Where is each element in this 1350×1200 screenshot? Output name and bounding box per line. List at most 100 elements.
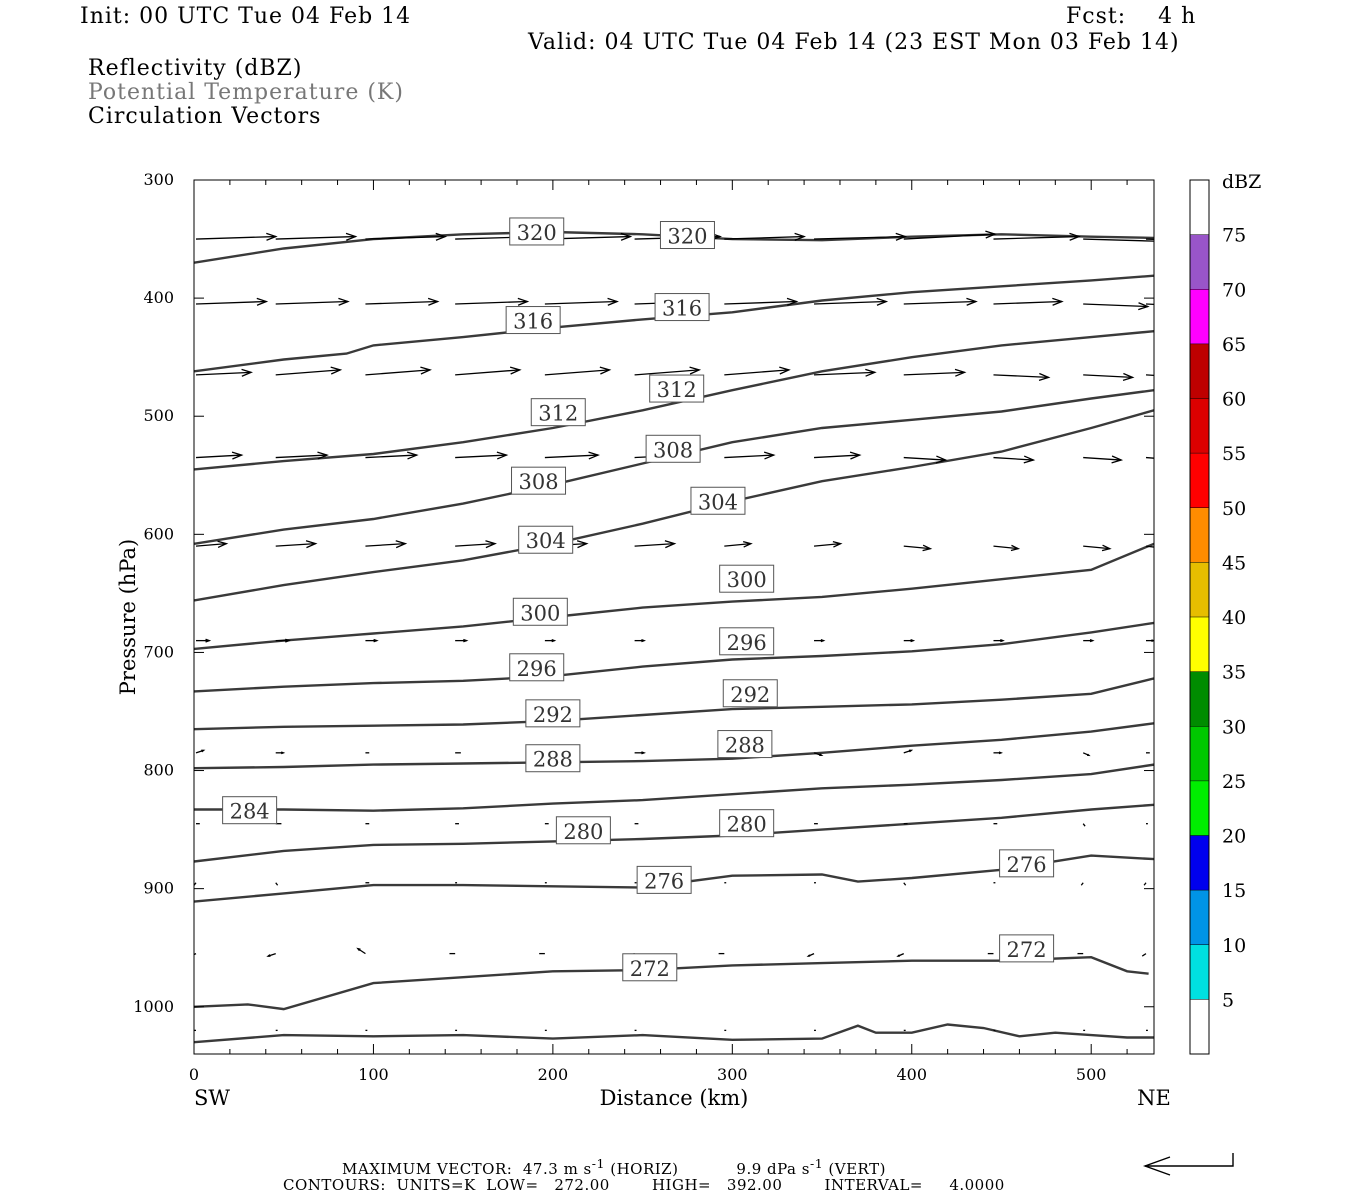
vector-shaft <box>1083 545 1110 550</box>
circulation-vector <box>356 947 366 955</box>
vector-head <box>910 639 916 643</box>
vector-shaft <box>275 300 348 305</box>
vector-head <box>1178 373 1188 380</box>
circulation-vector <box>903 749 914 754</box>
x-tick-label: 100 <box>358 1065 389 1084</box>
contour-label-text: 320 <box>517 221 557 245</box>
max-vector-label: MAXIMUM VECTOR: <box>342 1160 513 1178</box>
vector-head <box>256 297 269 306</box>
contour-label-text: 312 <box>657 378 697 402</box>
contour-label-text: 308 <box>518 470 558 494</box>
vector-head <box>641 751 646 755</box>
vector-shaft <box>1083 303 1148 308</box>
circulation-vector <box>1083 544 1112 552</box>
colorbar-level-label: 25 <box>1222 771 1246 793</box>
x-right-label: NE <box>1137 1086 1171 1110</box>
vector-shaft <box>1083 374 1133 379</box>
isentrope-268 <box>194 1023 1154 1044</box>
vector-shaft <box>1083 456 1122 461</box>
circulation-vector <box>993 751 1003 755</box>
contour-label: 292 <box>525 699 581 728</box>
isentrope-272 <box>194 955 1149 1011</box>
vector-shaft <box>903 371 965 376</box>
circulation-vector <box>544 366 612 376</box>
vector-head <box>435 232 448 241</box>
vector-shaft <box>455 542 496 547</box>
vector-shaft <box>814 235 906 240</box>
vector-shaft <box>195 454 242 459</box>
colorbar-segment <box>1190 234 1209 290</box>
contour-label-text: 276 <box>1007 853 1047 877</box>
vector-head <box>620 232 633 241</box>
contour-label: 288 <box>717 730 773 759</box>
vector-head <box>496 451 509 460</box>
vector-head <box>241 368 253 377</box>
circulation-vector <box>1082 752 1091 757</box>
circulation-vector <box>903 230 997 240</box>
y-tick-label: 900 <box>143 879 174 898</box>
vector-head <box>820 639 826 643</box>
y-tick-label: 400 <box>143 288 174 307</box>
contour-label: 296 <box>509 653 565 682</box>
vector-shaft <box>275 235 356 240</box>
contour-label: 300 <box>512 597 568 626</box>
circulation-vector <box>275 451 329 460</box>
vector-shaft <box>903 882 907 886</box>
vector-shaft <box>903 545 931 550</box>
vector-shaft <box>275 542 316 547</box>
vector-head <box>865 368 877 377</box>
contour-label-text: 280 <box>727 813 767 837</box>
x-tick-label: 500 <box>1076 1065 1107 1084</box>
y-tick-label: 300 <box>143 170 174 189</box>
y-tick-label: 700 <box>143 642 174 661</box>
circulation-vector <box>455 297 530 306</box>
vector-head <box>231 451 244 460</box>
contour-label: 308 <box>511 466 567 495</box>
vector-head <box>463 638 469 643</box>
vector-head <box>330 366 343 375</box>
vector-shaft <box>365 369 431 376</box>
isentrope-304 <box>194 409 1154 602</box>
vector-shaft <box>1145 374 1154 377</box>
reference-vector-shaft <box>1145 1153 1234 1167</box>
colorbar-segment <box>1190 944 1209 1000</box>
legend-circulation-vectors: Circulation Vectors <box>88 104 322 129</box>
circulation-vector <box>896 953 905 957</box>
circulation-vector <box>634 751 646 755</box>
contour-label: 312 <box>530 398 586 427</box>
vector-shaft <box>1143 882 1147 886</box>
contour-label-box <box>659 221 715 250</box>
vector-shaft <box>903 456 946 461</box>
contour-label-box <box>512 597 568 626</box>
vector-head <box>427 297 440 306</box>
circulation-vector <box>1083 302 1150 311</box>
vector-head <box>1101 544 1112 552</box>
contour-label: 284 <box>222 796 278 825</box>
colorbar-segment <box>1190 671 1209 727</box>
circulation-vector <box>1083 372 1135 381</box>
contour-label-text: 288 <box>725 734 765 758</box>
isentrope-300 <box>194 542 1154 651</box>
contour-label-text: 288 <box>533 748 573 772</box>
x-left-label: SW <box>194 1086 230 1110</box>
colorbar-level-label: 5 <box>1222 989 1234 1011</box>
circulation-vector <box>634 540 677 549</box>
contour-label-text: 296 <box>517 657 557 681</box>
contour-label: 296 <box>719 627 775 656</box>
vector-head <box>763 451 776 460</box>
x-axis-label: Distance (km) <box>600 1086 749 1110</box>
vector-head <box>819 753 824 757</box>
colorbar-segment <box>1190 398 1209 454</box>
x-tick-label: 0 <box>189 1065 199 1084</box>
vector-head <box>1086 753 1091 757</box>
vector-head <box>607 297 619 306</box>
valid-time: Valid: 04 UTC Tue 04 Feb 14 (23 EST Mon … <box>528 30 1180 55</box>
contour-label-box <box>649 374 705 403</box>
contour-label-text: 304 <box>698 490 738 514</box>
contour-label-text: 304 <box>526 529 566 553</box>
circulation-vector <box>195 297 269 306</box>
vector-head <box>576 540 589 549</box>
plot-frame <box>193 179 1155 1055</box>
circulation-vector <box>1146 639 1154 643</box>
